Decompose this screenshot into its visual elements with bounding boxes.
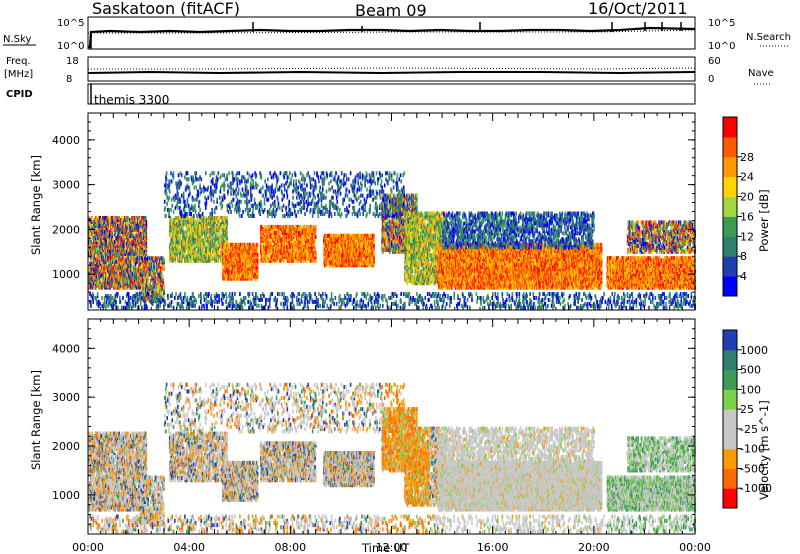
power-data-point	[226, 216, 228, 220]
power-data-point	[95, 258, 97, 262]
power-data-point	[218, 251, 220, 255]
power-data-point	[147, 256, 149, 260]
power-data-point	[257, 243, 259, 247]
power-data-point	[163, 264, 165, 268]
nsearch-label: N.Search	[746, 32, 791, 43]
power-data-point	[217, 232, 219, 236]
power-data-point	[197, 218, 199, 222]
power-data-point	[218, 255, 220, 259]
power-data-point	[141, 256, 143, 260]
power-data-point	[226, 220, 228, 224]
power-data-point	[187, 259, 189, 263]
power-data-point	[154, 273, 156, 277]
power-data-point	[182, 226, 184, 230]
power-data-point	[270, 241, 272, 245]
power-data-point	[210, 253, 212, 257]
power-data-point	[302, 241, 304, 245]
cpid-label: CPID	[6, 89, 33, 100]
power-data-point	[314, 247, 316, 251]
power-data-point	[147, 281, 149, 285]
power-data-point	[222, 216, 224, 220]
power-data-point	[144, 256, 146, 260]
power-data-point	[162, 275, 164, 279]
power-data-point	[230, 243, 232, 247]
site-title: Saskatoon (fitACF)	[92, 0, 240, 18]
power-data-point	[146, 244, 148, 248]
power-data-point	[194, 220, 196, 224]
power-data-point	[226, 226, 228, 230]
power-data-point	[271, 225, 273, 229]
power-data-point	[180, 234, 182, 238]
cpid-mode-text: themis 3300	[94, 93, 169, 107]
power-data-point	[145, 216, 147, 220]
freq-tick-top: 18	[66, 56, 79, 67]
nsky-tick-top: 10^5	[57, 18, 84, 29]
power-data-point	[173, 238, 175, 242]
power-data-point	[111, 232, 113, 236]
power-data-point	[210, 236, 212, 240]
freq-strip	[88, 57, 695, 81]
power-data-point	[157, 289, 159, 293]
nsearch-tick-bottom: 10^0	[708, 41, 735, 52]
freq-label-2: [MHz]	[4, 69, 33, 80]
power-data-point	[139, 228, 141, 232]
power-data-point	[146, 220, 148, 224]
nsky-tick-bottom: 10^0	[57, 41, 84, 52]
power-data-point	[163, 285, 165, 289]
power-data-point	[219, 230, 221, 234]
nsearch-tick-top: 10^5	[708, 18, 735, 29]
power-data-point	[295, 259, 297, 263]
power-data-point	[209, 249, 211, 253]
power-data-point	[315, 225, 317, 229]
date-title: 16/Oct/2011	[588, 0, 688, 18]
power-scatter-data	[88, 171, 696, 310]
power-data-point	[147, 277, 149, 281]
power-data-point	[218, 259, 220, 263]
freq-label-1: Freq.	[6, 56, 31, 67]
nsky-strip	[88, 17, 695, 49]
nsky-trace	[88, 28, 695, 47]
nave-tick-bottom: 0	[708, 74, 714, 85]
nsky-label: N.Sky	[3, 34, 31, 45]
power-data-point	[161, 285, 163, 289]
power-data-point	[163, 289, 165, 293]
power-data-point	[315, 235, 317, 239]
power-data-point	[314, 231, 316, 235]
power-data-point	[312, 259, 314, 263]
nave-trace	[88, 68, 695, 69]
power-data-point	[315, 251, 317, 255]
power-data-point	[140, 273, 142, 277]
nave-tick-top: 60	[708, 56, 721, 67]
power-data-point	[152, 256, 154, 260]
power-data-point	[163, 281, 165, 285]
power-data-point	[127, 216, 129, 220]
power-data-point	[91, 240, 93, 244]
power-data-point	[257, 253, 259, 257]
power-data-point	[146, 230, 148, 234]
power-data-point	[202, 247, 204, 251]
power-data-point	[157, 293, 159, 297]
power-data-point	[257, 269, 259, 273]
power-data-point	[134, 216, 136, 220]
power-data-point	[336, 263, 338, 267]
freq-trace	[88, 72, 695, 73]
power-data-point	[226, 230, 228, 234]
power-data-point	[257, 247, 259, 251]
freq-tick-bottom: 8	[66, 74, 72, 85]
power-data-point	[143, 273, 145, 277]
cpid-strip	[88, 84, 695, 104]
nave-label: Nave	[748, 68, 774, 79]
power-data-point	[314, 239, 316, 243]
power-data-point	[226, 236, 228, 240]
power-data-point	[163, 258, 165, 262]
power-data-point	[146, 236, 148, 240]
